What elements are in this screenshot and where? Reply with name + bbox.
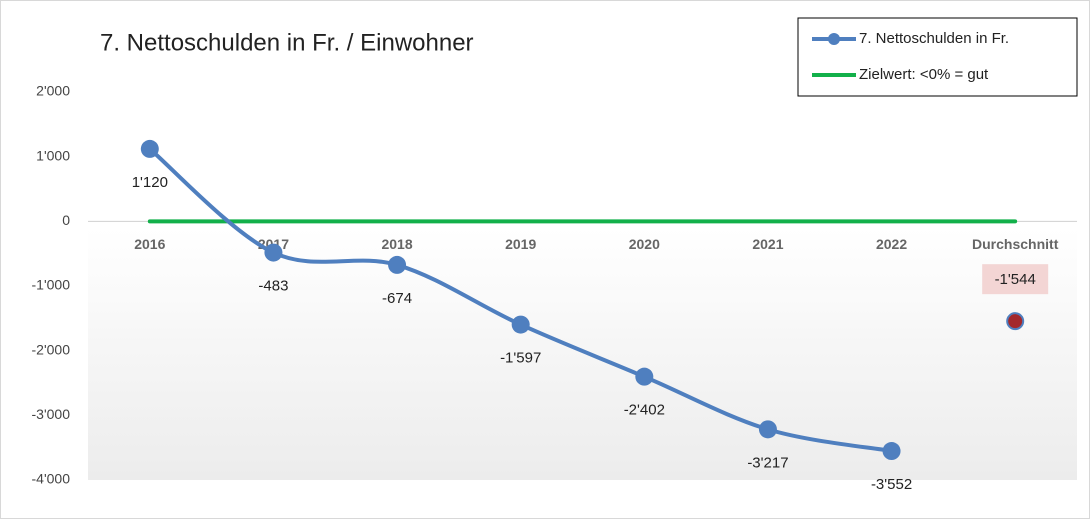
average-label-bg [982, 264, 1049, 295]
data-label: -2'402 [624, 402, 665, 419]
legend-marker [828, 33, 840, 45]
y-tick-label: 1'000 [36, 147, 70, 163]
data-label: 1'120 [132, 174, 168, 191]
data-point [140, 139, 159, 158]
x-tick-label: 2020 [629, 236, 660, 252]
y-tick-label: -2'000 [32, 341, 71, 357]
plot-area [88, 92, 1077, 480]
chart-title: 7. Nettoschulden in Fr. / Einwohner [100, 29, 474, 56]
data-label: -3'552 [871, 476, 912, 493]
data-point [511, 315, 530, 334]
data-label: -1'597 [500, 350, 541, 367]
x-tick-label: 2019 [505, 236, 536, 252]
legend-label: 7. Nettoschulden in Fr. [859, 30, 1009, 47]
data-point [264, 243, 283, 262]
legend-box [797, 17, 1078, 97]
y-tick-label: 2'000 [36, 83, 70, 99]
y-tick-label: -1'000 [32, 277, 71, 293]
x-tick-label: Durchschnitt [972, 236, 1059, 252]
y-tick-label: -3'000 [32, 406, 71, 422]
data-label: -674 [382, 290, 412, 307]
data-label: -3'217 [747, 454, 788, 471]
data-point [882, 442, 901, 461]
data-point [635, 367, 654, 386]
y-tick-label: -4'000 [32, 471, 71, 487]
average-label: -1'544 [995, 271, 1036, 288]
x-tick-label: 2021 [752, 236, 783, 252]
average-point [1006, 312, 1025, 331]
legend-label: Zielwert: <0% = gut [859, 66, 989, 83]
x-tick-label: 2022 [876, 236, 907, 252]
y-tick-label: 0 [62, 212, 70, 228]
x-tick-label: 2016 [134, 236, 165, 252]
data-point [388, 255, 407, 274]
x-tick-label: 2018 [381, 236, 412, 252]
data-label: -483 [258, 278, 288, 295]
data-point [758, 420, 777, 439]
